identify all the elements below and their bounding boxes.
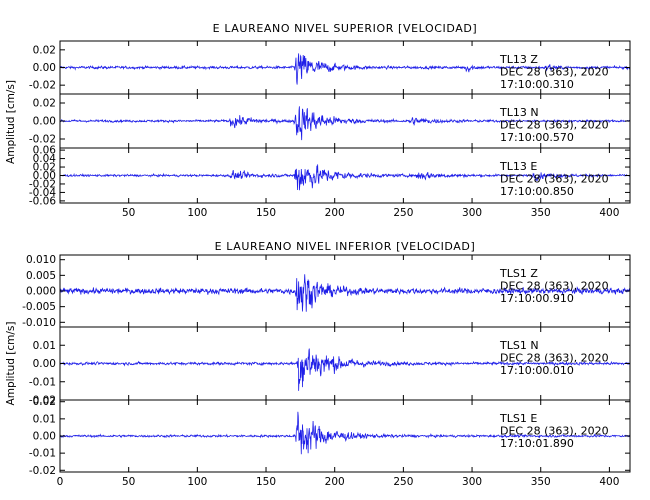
trace-label-line: DEC 28 (363), 2020 bbox=[500, 352, 609, 365]
trace-label-line: 17:10:00.850 bbox=[500, 185, 574, 198]
trace-label-line: DEC 28 (363), 2020 bbox=[500, 66, 609, 79]
waveform-trace bbox=[60, 274, 630, 312]
y-tick-label: 0.02 bbox=[33, 44, 56, 56]
x-tick-label: 400 bbox=[599, 207, 619, 219]
y-tick-label: -0.06 bbox=[29, 195, 56, 207]
y-tick-label: 0.000 bbox=[26, 286, 56, 298]
waveform-trace bbox=[60, 53, 630, 85]
y-tick-label: 0.01 bbox=[33, 413, 56, 425]
x-tick-label: 250 bbox=[393, 476, 413, 488]
chart-title: E LAUREANO NIVEL INFERIOR [VELOCIDAD] bbox=[215, 240, 476, 253]
trace-label-line: TLS1 Z bbox=[499, 267, 538, 280]
trace-label-line: 17:10:00.310 bbox=[500, 78, 574, 91]
trace-label-line: TL13 Z bbox=[499, 53, 538, 66]
y-tick-label: -0.04 bbox=[29, 187, 56, 199]
y-tick-label: 0.005 bbox=[26, 270, 56, 282]
trace-label-line: 17:10:00.010 bbox=[500, 364, 574, 377]
y-tick-label: 0.04 bbox=[33, 153, 57, 165]
trace-label-line: DEC 28 (363), 2020 bbox=[500, 280, 609, 293]
waveform-trace bbox=[60, 411, 630, 455]
x-tick-label: 50 bbox=[122, 207, 135, 219]
y-tick-label: 0.00 bbox=[33, 170, 56, 182]
x-tick-label: 350 bbox=[531, 476, 551, 488]
x-tick-label: 150 bbox=[256, 207, 276, 219]
trace-label-line: TL13 E bbox=[499, 160, 537, 173]
chart-1: E LAUREANO NIVEL SUPERIOR [VELOCIDAD] Amp… bbox=[5, 22, 631, 219]
waveform-trace bbox=[60, 164, 630, 191]
y-tick-label: -0.02 bbox=[29, 178, 56, 190]
y-tick-label: 0.00 bbox=[33, 431, 56, 443]
trace-label-line: 17:10:00.910 bbox=[500, 292, 574, 305]
trace-label-line: TLS1 E bbox=[499, 412, 537, 425]
x-tick-label: 200 bbox=[325, 476, 345, 488]
y-axis-label: Amplitud [cm/s] bbox=[5, 322, 17, 406]
y-tick-label: -0.02 bbox=[29, 134, 56, 146]
panel-tl13-e: -0.06-0.04-0.020.000.020.040.06 TL13 EDEC… bbox=[29, 145, 631, 207]
y-tick-label: 0.02 bbox=[33, 396, 56, 408]
chart-title: E LAUREANO NIVEL SUPERIOR [VELOCIDAD] bbox=[213, 22, 478, 35]
trace-label-line: DEC 28 (363), 2020 bbox=[500, 425, 609, 438]
x-tick-label: 250 bbox=[393, 207, 413, 219]
x-tick-label: 100 bbox=[187, 207, 207, 219]
trace-label-line: DEC 28 (363), 2020 bbox=[500, 173, 609, 186]
y-tick-label: -0.010 bbox=[22, 317, 56, 329]
waveform-trace bbox=[60, 106, 630, 141]
y-axis-label: Amplitud [cm/s] bbox=[5, 80, 17, 164]
y-tick-label: 0.01 bbox=[33, 340, 56, 352]
x-tick-label: 100 bbox=[187, 476, 207, 488]
y-tick-label: -0.02 bbox=[29, 80, 56, 92]
x-tick-label: 300 bbox=[462, 476, 482, 488]
y-tick-label: 0.00 bbox=[33, 116, 56, 128]
waveform-trace bbox=[60, 348, 630, 391]
trace-label-line: 17:10:01.890 bbox=[500, 437, 574, 450]
trace-label-line: DEC 28 (363), 2020 bbox=[500, 119, 609, 132]
y-tick-label: 0.00 bbox=[33, 62, 56, 74]
x-tick-label: 50 bbox=[122, 476, 135, 488]
x-tick-label: 300 bbox=[462, 207, 482, 219]
x-tick-label: 150 bbox=[256, 476, 276, 488]
trace-label-line: TL13 N bbox=[499, 106, 539, 119]
y-tick-label: -0.01 bbox=[29, 448, 56, 460]
y-tick-label: -0.005 bbox=[22, 301, 56, 313]
y-tick-label: -0.02 bbox=[29, 465, 56, 477]
x-tick-label: 350 bbox=[531, 207, 551, 219]
x-tick-label: 200 bbox=[325, 207, 345, 219]
trace-label-line: TLS1 N bbox=[499, 339, 539, 352]
chart-2: E LAUREANO NIVEL INFERIOR [VELOCIDAD] Amp… bbox=[5, 240, 631, 488]
y-tick-label: 0.02 bbox=[33, 98, 56, 110]
y-tick-label: 0.06 bbox=[33, 145, 57, 157]
trace-label-line: 17:10:00.570 bbox=[500, 131, 574, 144]
y-tick-label: -0.02 bbox=[29, 395, 56, 407]
x-tick-label: 0 bbox=[57, 476, 64, 488]
y-tick-label: 0.02 bbox=[33, 162, 56, 174]
x-tick-label: 400 bbox=[599, 476, 619, 488]
y-tick-label: 0.00 bbox=[33, 358, 56, 370]
y-tick-label: 0.010 bbox=[26, 254, 56, 266]
y-tick-label: -0.01 bbox=[29, 376, 56, 388]
